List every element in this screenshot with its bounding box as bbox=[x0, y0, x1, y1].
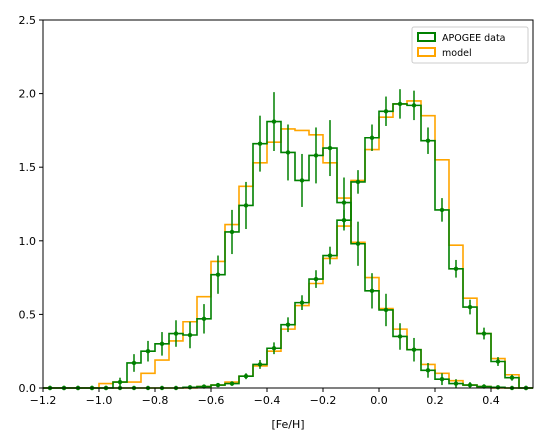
x-axis-label: [Fe/H] bbox=[271, 418, 304, 431]
y-axis-ticks: 0.0 0.5 1.0 1.5 2.0 2.5 bbox=[19, 14, 43, 395]
x-axis-ticks: −1.2 −1.0 −0.8 −0.6 −0.4 −0.2 0.0 0.2 0.4 bbox=[30, 388, 500, 407]
data-point bbox=[439, 376, 445, 382]
data-point bbox=[117, 379, 123, 385]
data-point bbox=[369, 288, 375, 294]
y-tick-label: 0.5 bbox=[19, 308, 37, 321]
data-point bbox=[495, 385, 501, 390]
data-point bbox=[299, 300, 305, 305]
data-point bbox=[327, 145, 333, 151]
data-point bbox=[285, 322, 291, 327]
data-point bbox=[187, 385, 193, 390]
x-tick-label: −1.0 bbox=[86, 394, 113, 407]
data-point bbox=[341, 217, 347, 223]
y-tick-label: 1.5 bbox=[19, 161, 37, 174]
data-point bbox=[173, 331, 179, 336]
data-point bbox=[355, 179, 361, 185]
data-point bbox=[425, 138, 431, 143]
legend-swatch-model bbox=[417, 47, 436, 57]
data-point bbox=[313, 276, 319, 282]
x-tick-label: −0.6 bbox=[198, 394, 225, 407]
data-point bbox=[453, 381, 459, 386]
x-tick-label: −0.2 bbox=[310, 394, 337, 407]
data-point bbox=[215, 272, 221, 277]
data-point bbox=[285, 150, 291, 155]
data-point bbox=[145, 349, 151, 354]
x-tick-label: 0.4 bbox=[482, 394, 500, 407]
data-point bbox=[299, 178, 305, 183]
legend-box bbox=[411, 26, 529, 64]
x-tick-label: −0.8 bbox=[142, 394, 169, 407]
y-tick-label: 2.5 bbox=[19, 14, 37, 27]
data-point bbox=[243, 374, 249, 379]
data-point bbox=[481, 331, 487, 336]
data-point bbox=[229, 381, 235, 386]
data-point bbox=[215, 382, 221, 388]
data-point bbox=[159, 341, 165, 347]
data-point bbox=[509, 375, 515, 380]
data-point bbox=[411, 347, 417, 352]
data-point bbox=[313, 153, 319, 158]
legend: APOGEE data model bbox=[411, 26, 529, 64]
data-point bbox=[439, 207, 445, 213]
x-tick-label: −0.4 bbox=[254, 394, 281, 407]
y-tick-label: 2.0 bbox=[19, 88, 37, 101]
data-point bbox=[187, 332, 193, 338]
data-point bbox=[397, 334, 403, 339]
data-point bbox=[411, 103, 417, 108]
data-point bbox=[495, 359, 501, 364]
data-point bbox=[271, 346, 277, 351]
data-point bbox=[369, 135, 375, 140]
legend-swatch-apogee bbox=[417, 32, 436, 42]
data-point bbox=[383, 109, 389, 114]
data-point bbox=[397, 101, 403, 107]
y-tick-label: 1.0 bbox=[19, 235, 37, 248]
legend-label-model: model bbox=[442, 48, 472, 59]
data-point bbox=[453, 266, 459, 271]
x-tick-label: 0.0 bbox=[370, 394, 388, 407]
error-bars-series-0 bbox=[47, 92, 529, 391]
data-point bbox=[131, 360, 137, 366]
data-point bbox=[271, 119, 277, 124]
y-tick-label: 0.0 bbox=[19, 382, 37, 395]
axes-frame bbox=[42, 19, 534, 389]
data-point bbox=[229, 229, 235, 235]
data-point bbox=[425, 368, 431, 373]
data-point bbox=[383, 307, 389, 313]
x-tick-label: −1.2 bbox=[30, 394, 57, 407]
data-point bbox=[257, 362, 263, 367]
data-point bbox=[257, 141, 263, 146]
x-tick-label: 0.2 bbox=[426, 394, 444, 407]
data-point bbox=[355, 241, 361, 246]
histogram-step-0 bbox=[43, 120, 533, 389]
data-point bbox=[341, 200, 347, 205]
data-point bbox=[467, 382, 473, 388]
data-point bbox=[467, 304, 473, 310]
error-bars-series-1 bbox=[47, 89, 529, 391]
data-point bbox=[243, 203, 249, 208]
data-point bbox=[201, 316, 207, 322]
data-point bbox=[327, 253, 333, 258]
legend-label-apogee: APOGEE data bbox=[442, 33, 506, 44]
